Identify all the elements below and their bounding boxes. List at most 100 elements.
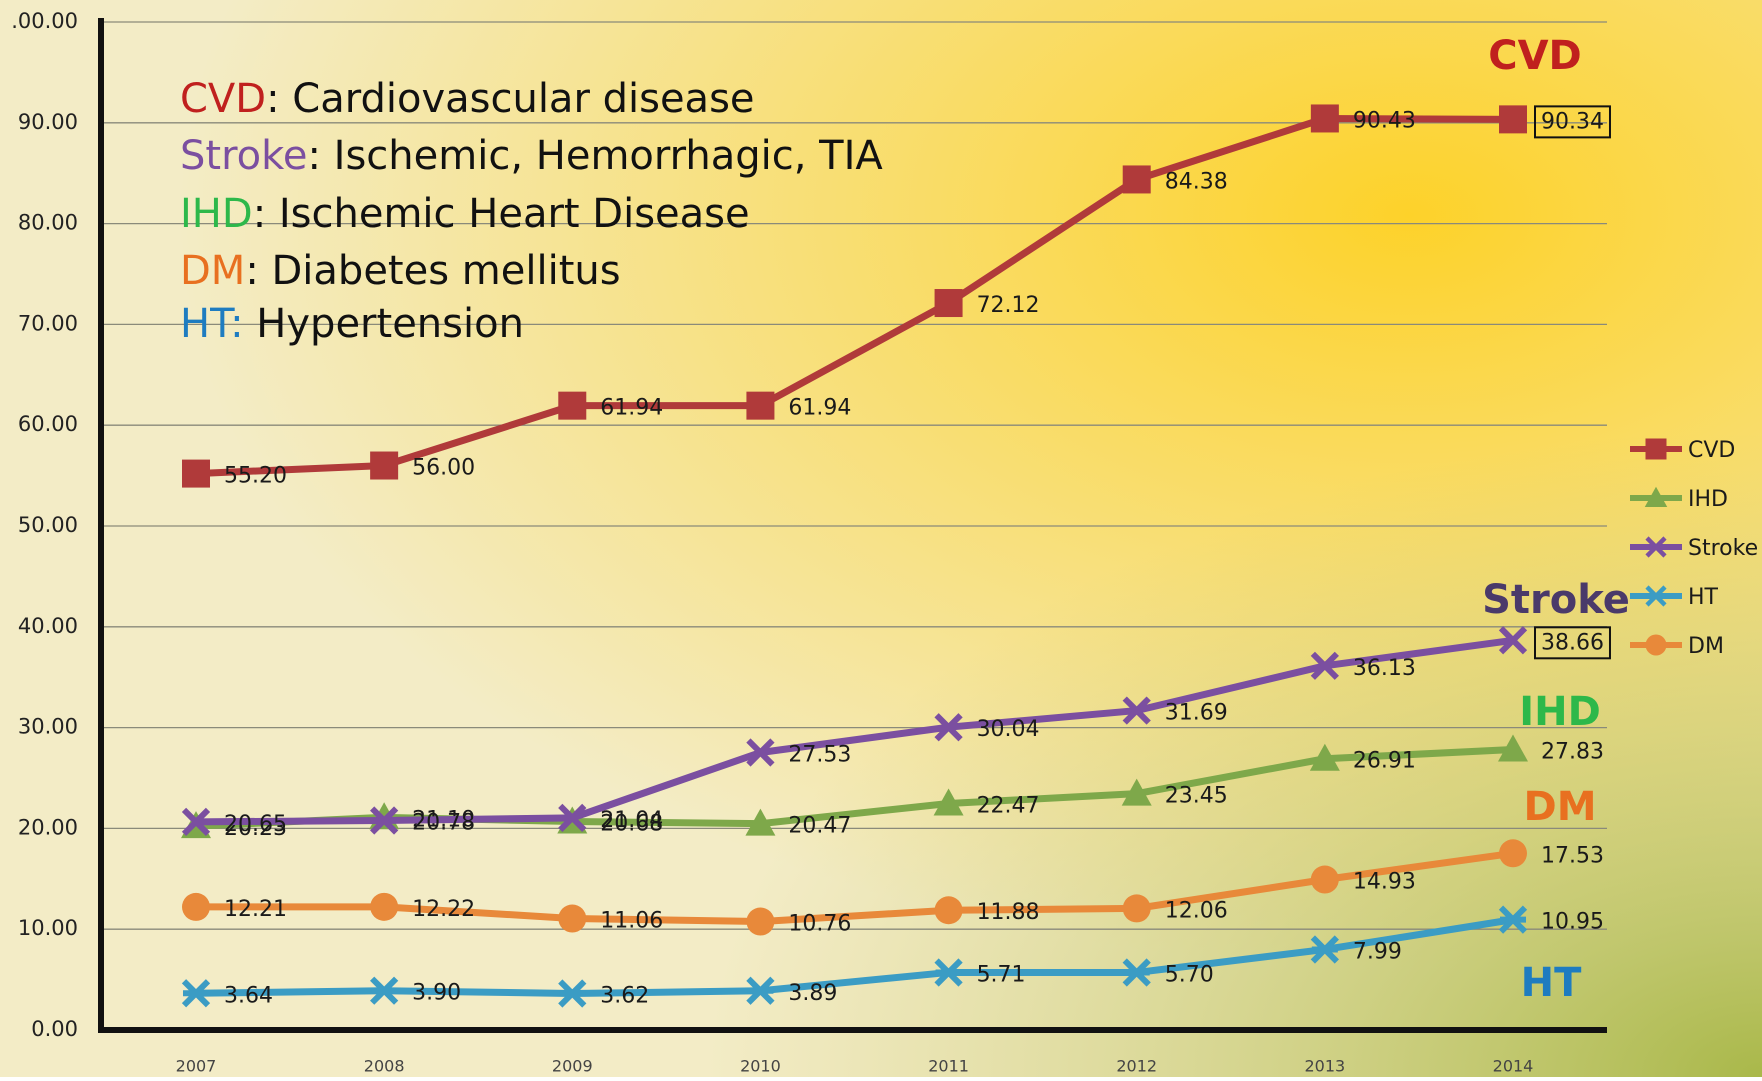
data-label: 5.71	[977, 962, 1026, 987]
x-tick-label: 2013	[1304, 1057, 1345, 1076]
legend-label: CVD	[1688, 438, 1735, 463]
data-label: 20.47	[788, 814, 851, 839]
marker	[1645, 585, 1667, 607]
note-text: : Cardiovascular disease	[266, 76, 754, 122]
marker	[370, 806, 399, 835]
x-tick-label: 2007	[176, 1057, 217, 1076]
data-label: 10.95	[1541, 910, 1604, 935]
data-label: 20.68	[600, 812, 663, 837]
y-tick-label: 10.00	[18, 916, 78, 940]
marker	[746, 738, 775, 767]
marker	[558, 391, 587, 420]
note-abbr: HT:	[180, 301, 244, 347]
y-tick-label: 0.00	[31, 1017, 78, 1041]
data-label: 10.76	[788, 912, 851, 937]
data-label: 3.64	[224, 983, 273, 1008]
marker	[745, 808, 776, 836]
legend-label: DM	[1688, 634, 1724, 659]
marker	[1645, 634, 1667, 656]
data-label: 27.83	[1541, 739, 1604, 764]
series-end-label: Stroke	[1482, 577, 1630, 623]
marker	[1499, 105, 1527, 134]
data-label: 90.34	[1541, 109, 1604, 134]
marker	[181, 979, 211, 1008]
y-tick-label: .00.00	[11, 9, 78, 33]
x-tick-label: 2012	[1116, 1057, 1157, 1076]
marker	[934, 896, 963, 925]
x-tick-label: 2009	[552, 1057, 593, 1076]
x-tick-label: 2010	[740, 1057, 781, 1076]
note-text: : Ischemic, Hemorrhagic, TIA	[307, 133, 883, 179]
data-label: 26.91	[1353, 749, 1416, 774]
note-abbr: IHD	[180, 191, 253, 237]
note: HT: Hypertension	[180, 301, 524, 347]
series-line	[195, 114, 1514, 478]
data-label: 84.38	[1165, 169, 1228, 194]
marker	[182, 459, 210, 488]
y-tick-label: 50.00	[18, 513, 78, 537]
marker	[1499, 839, 1527, 868]
series-line	[195, 916, 1514, 998]
note-abbr: DM	[180, 248, 245, 294]
label-box	[1534, 105, 1611, 139]
marker	[933, 788, 964, 816]
data-label: 20.78	[412, 811, 475, 836]
data-label: 36.13	[1353, 656, 1416, 681]
y-tick-label: 70.00	[18, 311, 78, 335]
marker	[1122, 958, 1151, 987]
data-label: 31.69	[1165, 701, 1228, 726]
data-label: 17.53	[1541, 843, 1604, 868]
data-label: 12.06	[1165, 898, 1228, 923]
marker	[1498, 734, 1528, 762]
series-line	[195, 849, 1514, 926]
marker	[1310, 935, 1339, 964]
data-label: 11.88	[977, 900, 1040, 925]
data-label: 22.47	[977, 794, 1040, 819]
legend-label: Stroke	[1688, 536, 1758, 561]
marker	[934, 289, 963, 318]
note-text: Hypertension	[244, 301, 524, 347]
marker	[370, 892, 399, 921]
marker	[558, 979, 587, 1008]
marker	[558, 803, 587, 833]
x-tick-label: 2008	[364, 1057, 405, 1076]
marker	[370, 976, 399, 1005]
marker	[934, 958, 963, 987]
marker	[1121, 778, 1152, 806]
marker	[746, 391, 775, 420]
note: DM: Diabetes mellitus	[180, 248, 621, 294]
data-label: 61.94	[600, 396, 663, 421]
data-label: 23.45	[1165, 784, 1228, 809]
data-label: 3.90	[412, 981, 461, 1006]
data-label: 14.93	[1353, 870, 1416, 895]
series-end-label: DM	[1523, 784, 1596, 830]
note-text: : Ischemic Heart Disease	[253, 191, 750, 237]
marker	[1498, 626, 1528, 655]
legend-label: HT	[1688, 585, 1719, 610]
data-label: 38.66	[1541, 630, 1604, 655]
note-abbr: CVD	[180, 76, 266, 122]
data-label: 21.04	[600, 808, 663, 833]
y-tick-label: 30.00	[18, 715, 78, 739]
marker	[181, 807, 211, 836]
data-label: 55.20	[224, 464, 287, 489]
series-end-label: CVD	[1488, 33, 1582, 79]
marker	[934, 713, 963, 742]
marker	[1310, 865, 1339, 894]
data-label: 12.22	[412, 897, 475, 922]
series-end-label: HT	[1521, 960, 1582, 1006]
note: IHD: Ischemic Heart Disease	[180, 191, 750, 237]
data-label: 30.04	[977, 717, 1040, 742]
marker	[746, 907, 775, 936]
marker	[1122, 696, 1151, 725]
series-end-label: IHD	[1519, 689, 1601, 735]
y-tick-label: 20.00	[18, 815, 78, 839]
y-tick-label: 80.00	[18, 211, 78, 235]
data-label: 5.70	[1165, 963, 1214, 988]
x-tick-label: 2014	[1493, 1057, 1534, 1076]
note-abbr: Stroke	[180, 133, 307, 179]
marker	[1122, 165, 1151, 194]
marker	[1644, 486, 1668, 507]
marker	[1310, 651, 1339, 680]
